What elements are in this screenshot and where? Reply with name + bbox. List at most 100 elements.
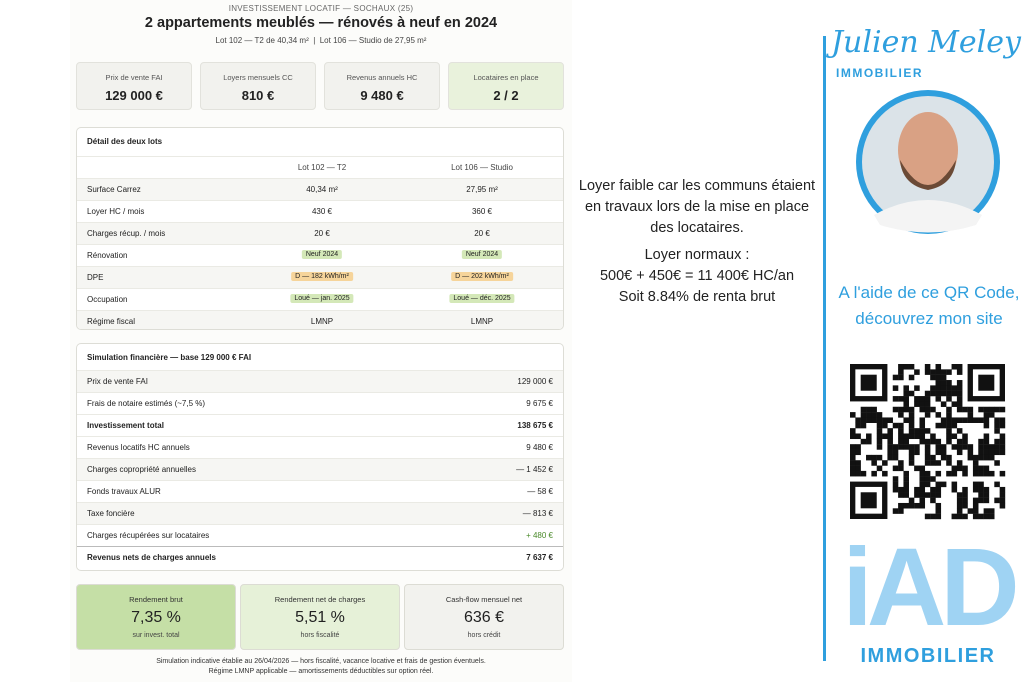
row-label: Charges récup. / mois: [87, 229, 166, 238]
qr-module: [935, 492, 942, 498]
qr-module: [946, 433, 952, 440]
qr-module: [978, 465, 984, 472]
qr-module: [855, 433, 861, 440]
note-text: Soit 8.84% de renta brut: [618, 289, 776, 305]
qr-module: [935, 438, 942, 445]
qr-module: [903, 470, 909, 477]
qr-module: [860, 422, 867, 429]
divider: [823, 36, 826, 661]
qr-module: [946, 396, 952, 402]
qr-module: [930, 492, 936, 498]
qr-module: [860, 412, 867, 418]
row-value: 9 480 €: [526, 443, 553, 452]
qr-module: [999, 497, 1006, 504]
qr-module: [935, 481, 942, 488]
qr-module: [914, 401, 920, 407]
qr-module: [962, 502, 968, 509]
qr-module: [892, 396, 899, 402]
table-row: Revenus locatifs HC annuels 9 480 €: [77, 436, 563, 458]
qr-module: [940, 369, 947, 375]
qr-module: [962, 486, 968, 493]
qr-module: [850, 470, 856, 477]
title: 2 appartements meublés — rénovés à neuf …: [144, 15, 498, 31]
kpi-value: 810 €: [241, 88, 275, 103]
qr-module: [919, 470, 926, 477]
qr-module: [940, 481, 947, 488]
qr-module: [983, 438, 990, 445]
kpi-card: Loyers mensuels CC 810 €: [200, 62, 316, 110]
result-note: sur invest. total: [132, 632, 180, 639]
qr-module: [908, 364, 915, 370]
qr-module: [999, 417, 1006, 423]
result-label: Rendement brut: [129, 595, 183, 604]
kpi-label: Loyers mensuels CC: [223, 73, 293, 82]
qr-module: [988, 454, 995, 461]
qr-module: [903, 401, 909, 407]
qr-module: [892, 486, 899, 493]
qr-module: [892, 465, 899, 472]
qr-module: [855, 470, 861, 477]
result-card: Rendement net de charges 5,51 % hors fisca…: [240, 584, 400, 650]
qr-module: [898, 438, 904, 445]
qr-module: [956, 508, 963, 514]
qr-module: [972, 502, 979, 509]
qr-module: [940, 380, 947, 386]
qr-module: [994, 422, 1000, 429]
qr-module: [850, 444, 856, 450]
qr-module: [935, 412, 942, 418]
qr-module: [930, 374, 936, 381]
qr-module: [882, 433, 888, 440]
qr-module: [978, 417, 984, 423]
qr-module: [935, 422, 942, 429]
cell: 360 €: [471, 207, 493, 216]
qr-module: [999, 486, 1006, 493]
qr-module: [935, 385, 942, 391]
qr-module: [951, 465, 958, 472]
qr-module: [946, 422, 952, 429]
qr-module: [978, 438, 984, 445]
qr-module: [956, 380, 963, 386]
table-row: Charges copropriété annuelles — 1 452 €: [77, 458, 563, 480]
qr-caption-text: A l'aide de ce QR Code, découvrez mon si…: [838, 283, 1020, 328]
qr-module: [908, 390, 915, 397]
table-row: DPE D — 182 kWh/m² D — 202 kWh/m²: [77, 266, 563, 288]
kpi-value: 9 480 €: [360, 88, 404, 103]
qr-module: [919, 396, 926, 402]
qr-module: [930, 454, 936, 461]
qr-module: [983, 412, 990, 418]
qr-module: [919, 422, 926, 429]
qr-module: [972, 470, 979, 477]
qr-module: [919, 438, 926, 445]
qr-module: [956, 406, 963, 413]
kicker: INVESTISSEMENT LOCATIF — SOCHAUX (25): [228, 4, 414, 13]
qr-module: [898, 364, 904, 370]
qr-module: [962, 465, 968, 472]
qr-module: [951, 513, 958, 520]
qr-module: [903, 444, 909, 450]
qr-module: [924, 401, 931, 407]
qr-module: [951, 422, 958, 429]
qr-module: [855, 444, 861, 450]
qr-module: [962, 513, 968, 520]
simulation-table: Simulation financière — base 129 000 € F…: [76, 343, 564, 571]
qr-module: [930, 497, 936, 504]
kpi-label: Revenus annuels HC: [346, 73, 418, 82]
qr-module: [935, 380, 942, 386]
row-label: DPE: [87, 273, 104, 282]
qr-module: [967, 412, 974, 418]
qr-module: [978, 492, 984, 498]
row-label: Revenus nets de charges annuels: [87, 553, 216, 562]
table-row: Rénovation Neuf 2024 Neuf 2024: [77, 244, 563, 266]
qr-module: [930, 460, 936, 466]
qr-module: [978, 481, 984, 488]
qr-module: [956, 385, 963, 391]
qr-module: [892, 444, 899, 450]
qr-module: [924, 438, 931, 445]
qr-module: [919, 406, 926, 413]
qr-module: [951, 481, 958, 488]
row-value: 138 675 €: [517, 421, 553, 430]
row-label: Frais de notaire estimés (~7,5 %): [87, 399, 206, 408]
qr-module: [972, 486, 979, 493]
qr-module: [924, 364, 931, 370]
qr-module: [956, 513, 963, 520]
